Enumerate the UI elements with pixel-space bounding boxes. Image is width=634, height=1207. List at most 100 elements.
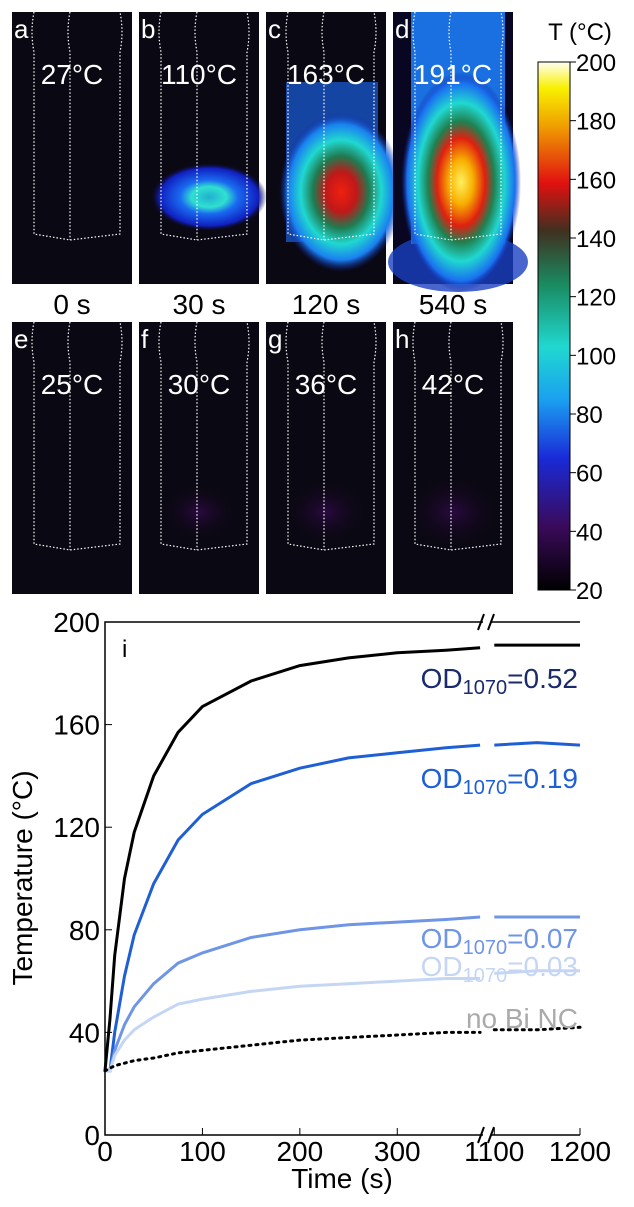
series-label-part: 1070 xyxy=(463,937,508,959)
series-label-part: 1070 xyxy=(463,677,508,699)
series-label-part: no Bi NC xyxy=(466,1003,578,1034)
panel-letter: a xyxy=(14,14,29,44)
time-label: 120 s xyxy=(292,289,361,320)
tube-outline xyxy=(31,321,123,551)
x-tick-label: 100 xyxy=(179,1136,226,1167)
thermal-panel: a 27°C xyxy=(12,11,132,284)
thermal-panel: e 25°C xyxy=(12,321,132,594)
colorbar-tick-label: 200 xyxy=(576,50,616,77)
thermal-panel: f 30°C xyxy=(139,321,259,594)
x-tick-label: 0 xyxy=(97,1136,113,1167)
series-label-part: OD xyxy=(421,763,463,794)
series-label-part: =0.07 xyxy=(507,923,578,954)
heat-glow xyxy=(403,472,503,552)
series-label-part: OD xyxy=(421,663,463,694)
y-tick-label: 160 xyxy=(53,710,100,741)
series-label-part: OD xyxy=(421,951,463,982)
x-tick-label: 200 xyxy=(276,1136,323,1167)
panel-letter: b xyxy=(141,14,155,44)
x-tick-label: 1100 xyxy=(464,1136,524,1167)
heat-glow xyxy=(401,72,521,292)
series-label: no Bi NC xyxy=(466,1003,578,1034)
tube-outline xyxy=(158,321,250,551)
thermal-panel: g 36°C xyxy=(266,321,386,594)
time-label: 540 s xyxy=(419,289,488,320)
time-label: 30 s xyxy=(173,289,226,320)
colorbar-tick-label: 100 xyxy=(576,343,616,370)
panel-bg xyxy=(393,322,513,594)
data-line xyxy=(105,915,580,1073)
heat-glow xyxy=(279,112,403,272)
panel-temp: 25°C xyxy=(41,369,104,400)
y-tick-label: 0 xyxy=(84,1120,100,1151)
data-line xyxy=(103,1025,582,1073)
panel-temp: 191°C xyxy=(414,59,492,90)
panel-temp: 36°C xyxy=(295,369,358,400)
colorbar-tick-label: 160 xyxy=(576,167,616,194)
colorbar-tick-label: 80 xyxy=(576,402,603,429)
tube-outline xyxy=(285,11,377,241)
series-label-part: 1070 xyxy=(463,965,508,987)
panel-bg xyxy=(266,322,386,594)
colorbar-tick-label: 140 xyxy=(576,226,616,253)
plot-frame xyxy=(104,621,580,1136)
axis-break xyxy=(477,613,495,631)
panel-letter: h xyxy=(395,324,409,354)
heat-glow xyxy=(159,482,239,542)
panel-bg xyxy=(139,12,259,284)
colorbar-tick-label: 40 xyxy=(576,519,603,546)
x-tick-label: 300 xyxy=(374,1136,421,1167)
series-label: OD1070=0.19 xyxy=(421,763,578,799)
data-line xyxy=(103,643,580,1072)
tube-outline xyxy=(412,321,504,551)
panel-bg xyxy=(12,322,132,594)
panel-letter: g xyxy=(268,324,282,354)
thermal-panel: h 42°C xyxy=(393,321,513,594)
panel-bg xyxy=(12,12,132,284)
data-line xyxy=(105,969,580,1073)
colorbar-title: T (°C) xyxy=(548,19,612,46)
tube-outline xyxy=(412,11,504,241)
series-label-part: =0.03 xyxy=(507,951,578,982)
series-label-part: OD xyxy=(421,923,463,954)
series-label-part: 1070 xyxy=(463,777,508,799)
colorbar-tick-label: 60 xyxy=(576,461,603,488)
heat-glow xyxy=(281,477,371,547)
axis-break xyxy=(477,1126,495,1144)
series-label-part: =0.52 xyxy=(507,663,578,694)
y-tick-label: 80 xyxy=(69,915,100,946)
y-tick-label: 120 xyxy=(53,812,100,843)
y-tick-label: 40 xyxy=(69,1017,100,1048)
panel-letter: i xyxy=(122,636,127,663)
heat-glow xyxy=(151,163,267,231)
panel-letter: f xyxy=(141,324,149,354)
colorbar-tick-label: 180 xyxy=(576,109,616,136)
x-tick-label: 1200 xyxy=(549,1136,611,1167)
panel-letter: d xyxy=(395,14,409,44)
y-tick-label: 200 xyxy=(53,607,100,638)
panel-letter: e xyxy=(14,324,28,354)
series-label: OD1070=0.03 xyxy=(421,951,578,987)
panel-temp: 30°C xyxy=(168,369,231,400)
colorbar-tick-label: 120 xyxy=(576,285,616,312)
tube-outline xyxy=(31,11,123,241)
data-line xyxy=(105,741,581,1073)
tube-outline xyxy=(158,11,250,241)
panel-bg xyxy=(139,322,259,594)
panel-temp: 42°C xyxy=(422,369,485,400)
panel-letter: c xyxy=(268,14,281,44)
colorbar-tick-label: 20 xyxy=(576,578,603,605)
series-label: OD1070=0.07 xyxy=(421,923,578,959)
colorbar xyxy=(537,61,571,591)
x-axis-title: Time (s) xyxy=(291,1163,393,1194)
panel-temp: 163°C xyxy=(287,59,365,90)
tube-outline xyxy=(285,321,377,551)
series-label-part: =0.19 xyxy=(507,763,578,794)
series-label: OD1070=0.52 xyxy=(421,663,578,699)
panel-temp: 110°C xyxy=(161,59,237,90)
panel-temp: 27°C xyxy=(41,59,104,90)
